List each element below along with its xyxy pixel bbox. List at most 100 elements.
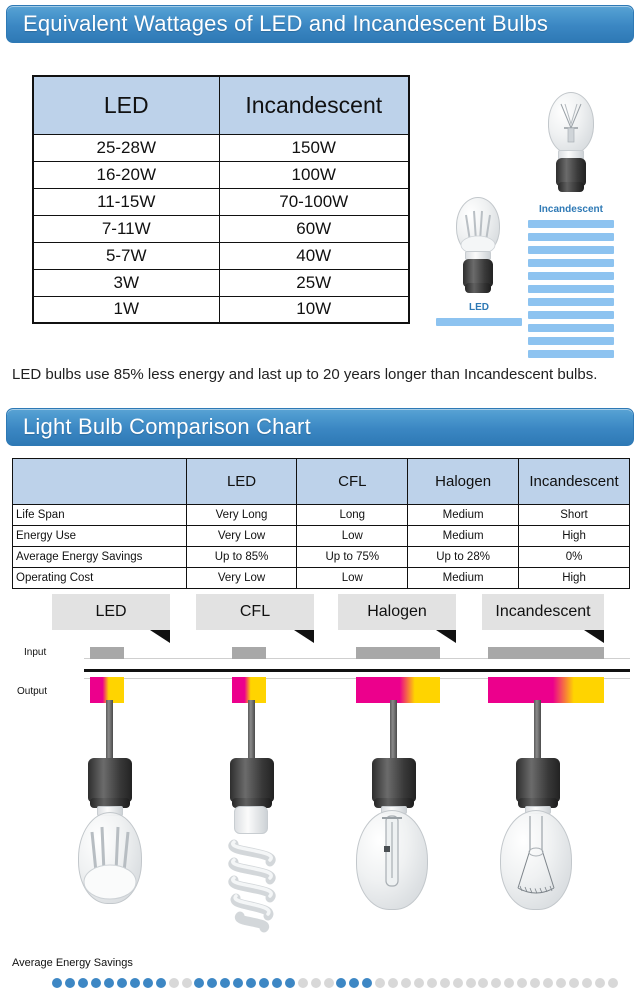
savings-dot (91, 978, 101, 988)
wattage-header-incandescent: Incandescent (218, 75, 410, 135)
savings-dot (362, 978, 372, 988)
incandescent-bar-stack (528, 220, 614, 358)
output-bar-incandescent (488, 677, 604, 703)
comparison-header-incandescent: Incandescent (518, 458, 630, 505)
savings-dot (440, 978, 450, 988)
table-row: Operating Cost Very Low Low Medium High (12, 567, 630, 589)
wattage-cell-incandescent: 100W (218, 160, 410, 189)
wattage-cell-incandescent: 40W (218, 241, 410, 270)
table-row: Life Span Very Long Long Medium Short (12, 504, 630, 526)
energy-bar (528, 233, 614, 241)
table-row: Average Energy Savings Up to 85% Up to 75%… (12, 546, 630, 568)
savings-dot (543, 978, 553, 988)
wattage-cell-incandescent: 60W (218, 214, 410, 243)
table-row: 11-15W 70-100W (32, 187, 410, 216)
tab-pointer-icon (294, 630, 314, 643)
energy-bar (528, 272, 614, 280)
comparison-cell: High (518, 525, 630, 547)
savings-label: Average Energy Savings (12, 957, 133, 969)
incandescent-filament-icon (560, 103, 582, 143)
led-fins-icon (83, 826, 137, 900)
tab-label: Halogen (367, 603, 427, 620)
comparison-row-label: Energy Use (12, 525, 187, 547)
tab-label: LED (95, 603, 127, 620)
tab-label: CFL (239, 603, 271, 620)
led-bar-stack (436, 318, 522, 326)
comparison-cell: Low (296, 567, 409, 589)
savings-dot (336, 978, 346, 988)
savings-dot (582, 978, 592, 988)
wattage-table-header-row: LED Incandescent (32, 75, 410, 135)
savings-dot (491, 978, 501, 988)
energy-bar (528, 285, 614, 293)
input-bar-incandescent (488, 647, 604, 659)
output-bar-halogen (356, 677, 440, 703)
bulb-size-illustration: Incandescent LED (430, 92, 635, 358)
energy-bar (528, 298, 614, 306)
output-bar-cfl (232, 677, 266, 703)
table-row: 3W 25W (32, 268, 410, 297)
comparison-cell: Long (296, 504, 409, 526)
savings-dot (117, 978, 127, 988)
tab-incandescent[interactable]: Incandescent (482, 594, 604, 643)
tab-cfl[interactable]: CFL (196, 594, 314, 643)
led-fins-icon (460, 210, 496, 255)
savings-dot (298, 978, 308, 988)
savings-dot (478, 978, 488, 988)
wattage-cell-incandescent: 25W (218, 268, 410, 297)
savings-dot (246, 978, 256, 988)
tab-halogen[interactable]: Halogen (338, 594, 456, 643)
comparison-row-label: Life Span (12, 504, 187, 526)
input-output-diagram: Input Output (0, 640, 640, 712)
savings-dot (52, 978, 62, 988)
output-row-label: Output (17, 686, 48, 697)
hanging-bulbs-scene (0, 700, 640, 960)
led-bulb-icon (448, 197, 510, 307)
savings-dot (466, 978, 476, 988)
savings-dot (349, 978, 359, 988)
illustration-label-led: LED (469, 302, 489, 313)
comparison-cell: Very Long (185, 504, 298, 526)
comparison-row-label: Operating Cost (12, 567, 187, 589)
savings-dot (194, 978, 204, 988)
savings-dot (504, 978, 514, 988)
tab-led[interactable]: LED (52, 594, 170, 643)
illustration-label-incandescent: Incandescent (539, 204, 603, 215)
divider-rule (84, 669, 630, 672)
wattage-cell-led: 5-7W (32, 241, 220, 270)
savings-dot (78, 978, 88, 988)
cfl-spiral-icon (228, 839, 276, 933)
savings-dot (169, 978, 179, 988)
tab-pointer-icon (584, 630, 604, 643)
comparison-table: LED CFL Halogen Incandescent Life Span Very … (12, 458, 630, 589)
output-bar-led (90, 677, 124, 703)
energy-bar (528, 220, 614, 228)
savings-dot (207, 978, 217, 988)
incandescent-bulb-icon (540, 92, 602, 204)
energy-bar (528, 324, 614, 332)
savings-dot (272, 978, 282, 988)
input-bar-halogen (356, 647, 440, 659)
table-row: 16-20W 100W (32, 160, 410, 189)
comparison-header-led: LED (185, 458, 298, 505)
savings-dot (324, 978, 334, 988)
intro-paragraph: LED bulbs use 85% less energy and last u… (12, 366, 598, 383)
tab-pointer-icon (436, 630, 456, 643)
savings-dot (595, 978, 605, 988)
header-banner-wattages: Equivalent Wattages of LED and Incandesc… (6, 5, 634, 43)
comparison-header-halogen: Halogen (407, 458, 520, 505)
input-bar-cfl (232, 647, 266, 659)
header-banner-wattages-title: Equivalent Wattages of LED and Incandesc… (23, 11, 549, 36)
input-row-label: Input (24, 647, 47, 658)
comparison-table-header-row: LED CFL Halogen Incandescent (12, 458, 630, 505)
comparison-cell: 0% (518, 546, 630, 568)
comparison-cell: Medium (407, 525, 520, 547)
tab-pointer-icon (150, 630, 170, 643)
savings-dot (285, 978, 295, 988)
comparison-cell: Up to 85% (185, 546, 298, 568)
energy-bar (528, 259, 614, 267)
wattage-cell-incandescent: 10W (218, 295, 410, 324)
savings-dot (608, 978, 618, 988)
savings-dot (130, 978, 140, 988)
comparison-cell: Very Low (185, 567, 298, 589)
